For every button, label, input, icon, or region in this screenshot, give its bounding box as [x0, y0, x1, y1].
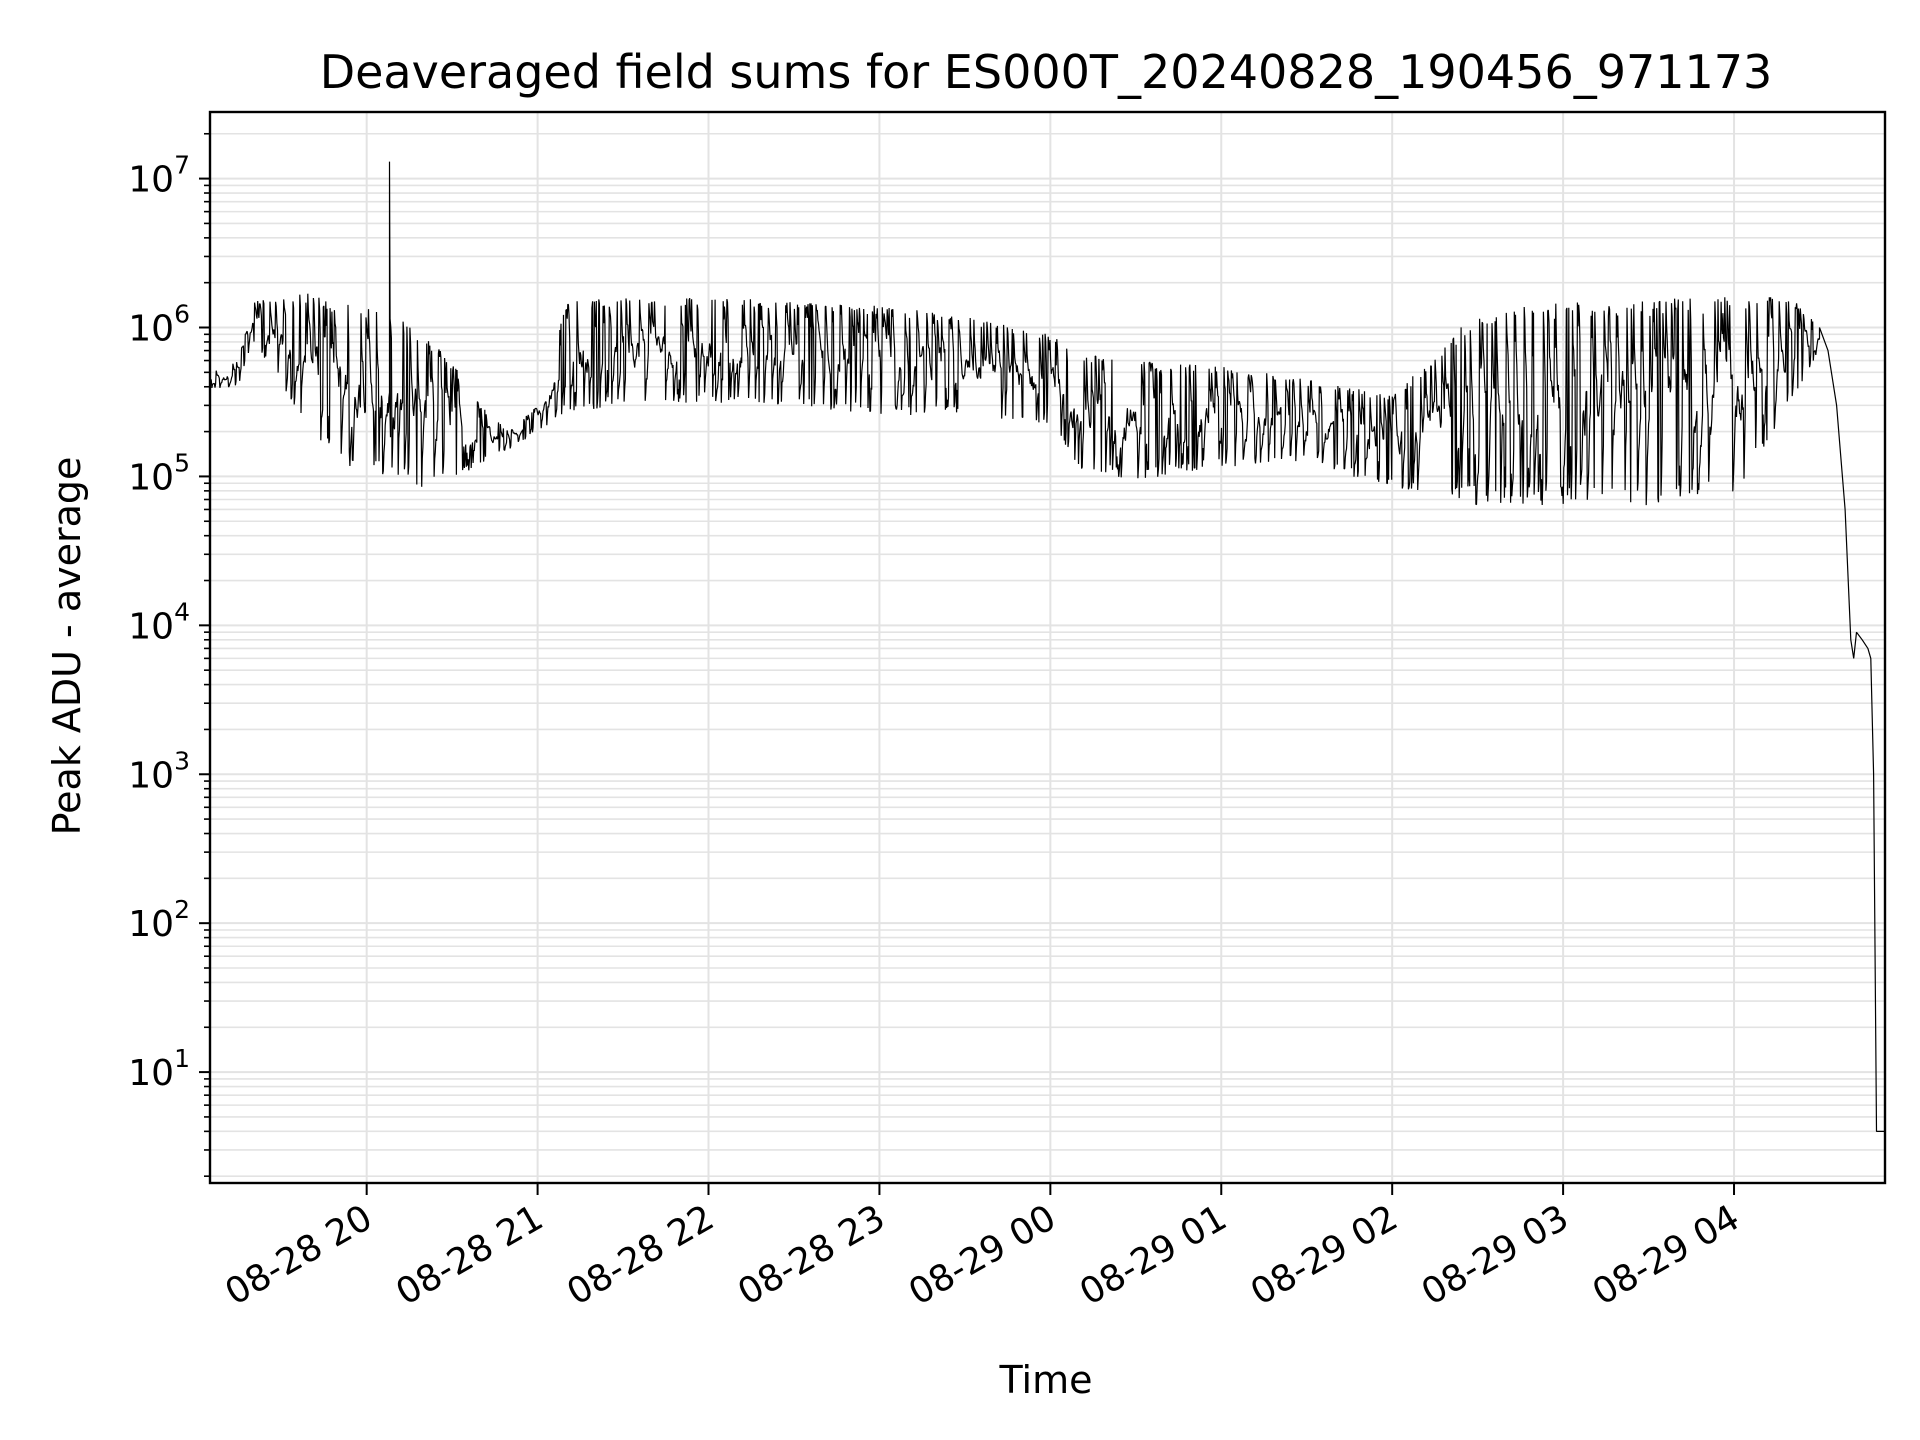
- y-tick-label: 107: [128, 151, 190, 201]
- chart-title: Deaveraged field sums for ES000T_2024082…: [320, 45, 1773, 99]
- y-tick-label: 103: [128, 746, 190, 796]
- major-gridlines: [210, 112, 1885, 1183]
- series-line: [209, 161, 1885, 1132]
- y-tick-label: 102: [128, 895, 190, 945]
- axis-ticks: [199, 132, 1736, 1195]
- minor-gridlines: [210, 132, 1885, 1177]
- y-tick-label: 101: [128, 1044, 190, 1094]
- y-tick-label: 105: [128, 448, 190, 498]
- y-tick-label: 106: [128, 300, 190, 350]
- x-axis-label: Time: [999, 1358, 1093, 1402]
- y-tick-label: 104: [128, 597, 190, 647]
- plot-frame: [208, 110, 1887, 1185]
- y-tick-labels: 101 102 103 104 105 106 107: [128, 151, 190, 1095]
- y-axis-label: Peak ADU - average: [45, 457, 89, 836]
